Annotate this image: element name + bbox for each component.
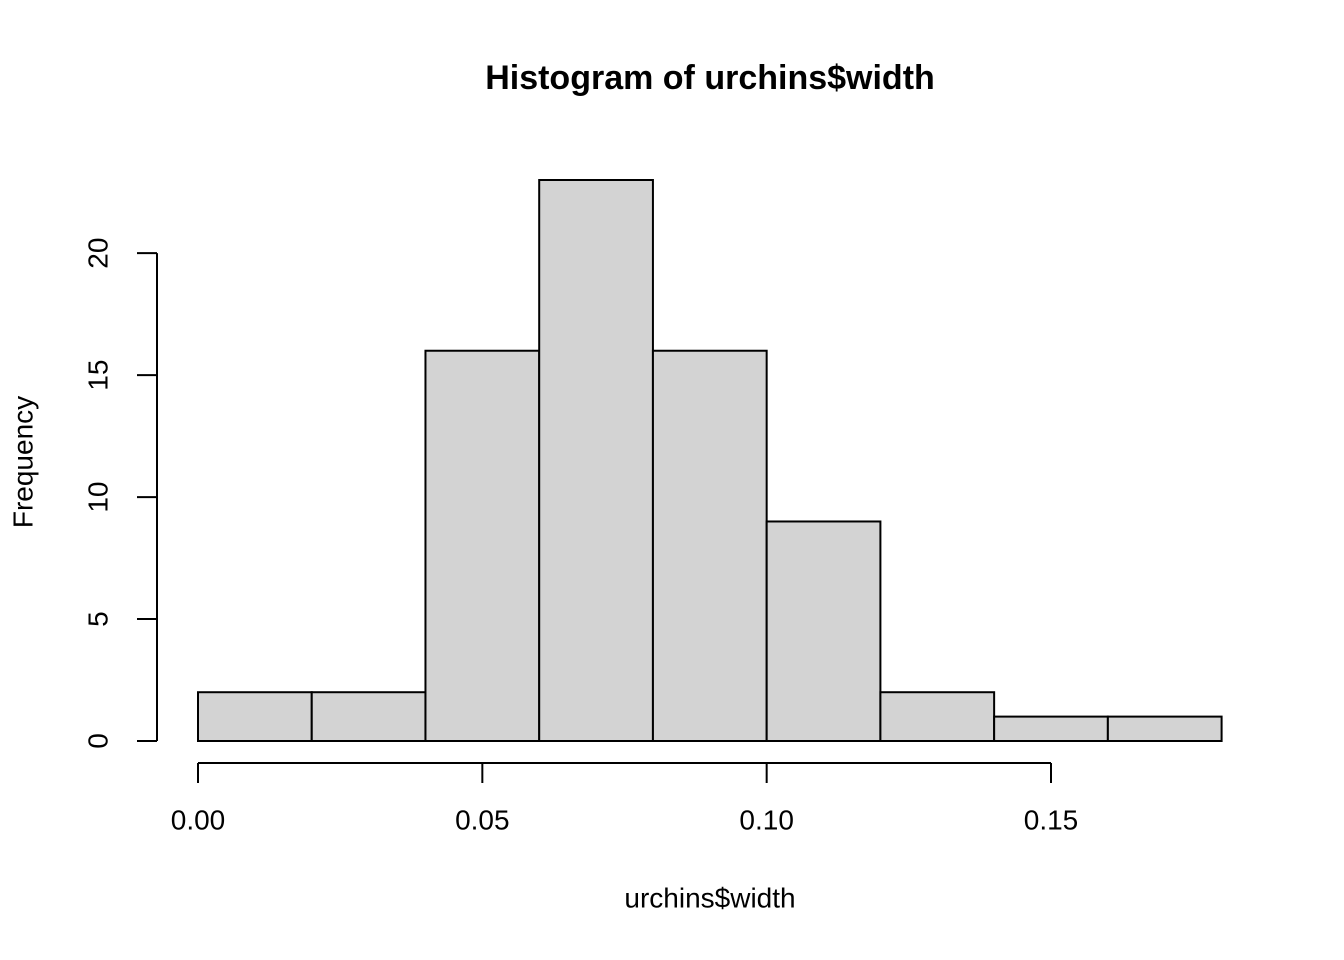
- chart-title: Histogram of urchins$width: [485, 59, 935, 97]
- bar: [538, 179, 654, 742]
- x-axis-label: urchins$width: [624, 882, 795, 913]
- bar: [197, 691, 313, 743]
- y-tick-label: 10: [82, 482, 113, 513]
- bar: [879, 691, 996, 743]
- bar: [765, 520, 882, 743]
- y-tick-label: 5: [82, 611, 113, 627]
- x-tick-label: 0.05: [455, 804, 510, 835]
- bar: [424, 349, 541, 742]
- bar: [310, 691, 427, 743]
- bar: [1106, 715, 1223, 743]
- y-tick-label: 0: [82, 733, 113, 749]
- y-axis-label: Frequency: [7, 396, 38, 528]
- x-tick-label: 0.10: [739, 804, 794, 835]
- x-tick-label: 0.00: [171, 804, 226, 835]
- y-tick-label: 15: [82, 360, 113, 391]
- x-tick-label: 0.15: [1024, 804, 1079, 835]
- bar: [651, 349, 768, 742]
- bar: [993, 715, 1109, 743]
- y-tick-label: 20: [82, 238, 113, 269]
